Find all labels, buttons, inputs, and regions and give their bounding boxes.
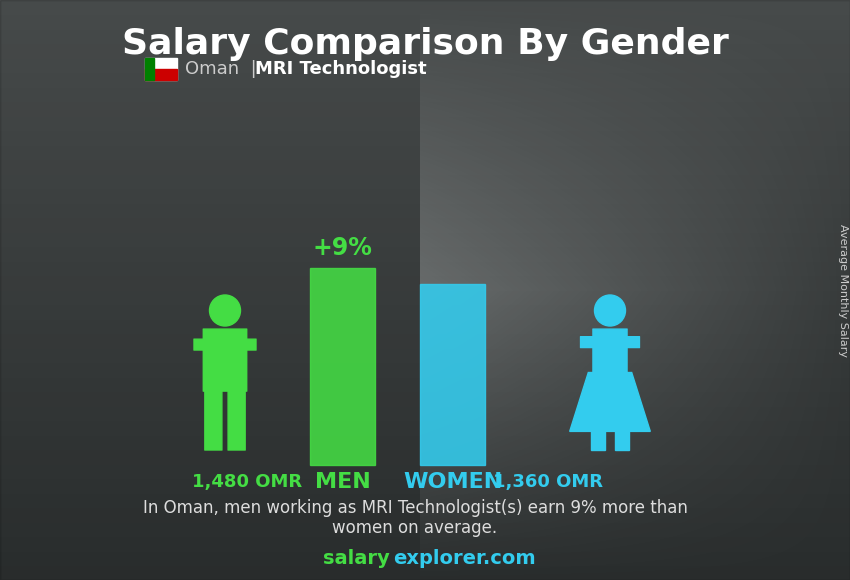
Text: MRI Technologist: MRI Technologist	[255, 60, 427, 78]
Bar	[145, 69, 177, 80]
Text: 1,480 OMR: 1,480 OMR	[192, 473, 302, 491]
Bar	[592, 432, 605, 450]
FancyBboxPatch shape	[203, 329, 246, 391]
Text: Salary Comparison By Gender: Salary Comparison By Gender	[122, 27, 728, 61]
Text: Average Monthly Salary: Average Monthly Salary	[838, 223, 848, 357]
Text: In Oman, men working as MRI Technologist(s) earn 9% more than: In Oman, men working as MRI Technologist…	[143, 499, 688, 517]
Bar	[420, 284, 485, 465]
Bar	[615, 432, 629, 450]
Text: explorer.com: explorer.com	[393, 549, 536, 567]
Bar	[145, 58, 177, 80]
FancyBboxPatch shape	[205, 388, 222, 450]
Text: salary: salary	[323, 549, 390, 567]
FancyBboxPatch shape	[581, 336, 639, 347]
FancyBboxPatch shape	[194, 339, 256, 350]
Text: 1,360 OMR: 1,360 OMR	[493, 473, 603, 491]
Text: MEN: MEN	[314, 472, 371, 492]
FancyBboxPatch shape	[593, 329, 627, 372]
Circle shape	[209, 295, 241, 326]
Bar	[145, 58, 154, 80]
Text: +9%: +9%	[313, 235, 372, 260]
Polygon shape	[570, 372, 650, 432]
Text: Oman  |: Oman |	[185, 60, 257, 78]
Circle shape	[594, 295, 626, 326]
FancyBboxPatch shape	[228, 388, 245, 450]
Text: women on average.: women on average.	[332, 519, 497, 537]
Text: WOMEN: WOMEN	[403, 472, 502, 492]
Bar	[310, 267, 375, 465]
